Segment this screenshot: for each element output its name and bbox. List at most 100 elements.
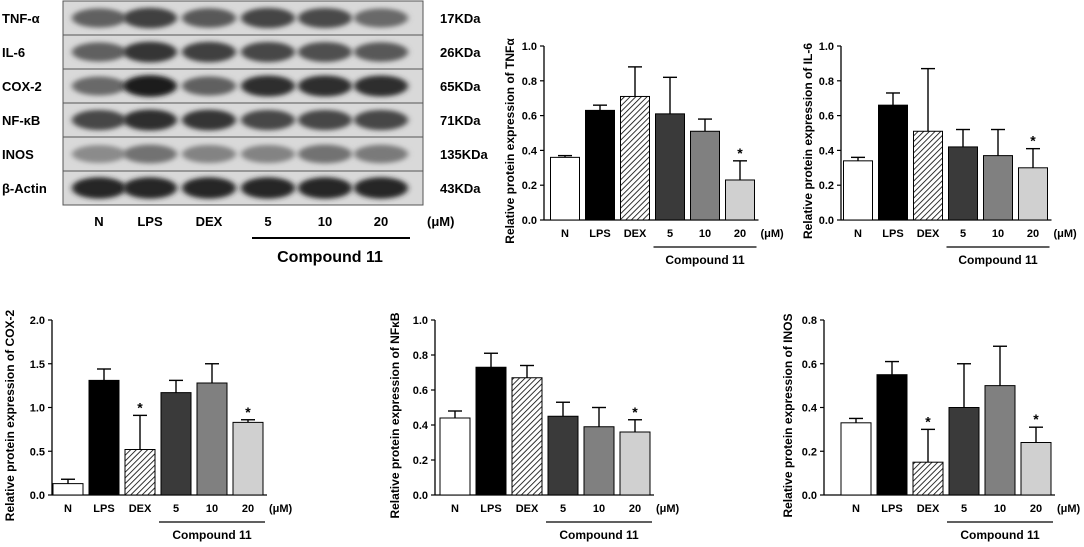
- y-axis-title: Relative protein expression of TNFα: [503, 38, 517, 244]
- chart-nf-kappa-b: 0.0 0.2 0.4 0.6 0.8 1.0 N LPS DEX 5 10 * 20 (μM) Compo…: [385, 280, 685, 547]
- y-tick-label: 0.4: [819, 145, 835, 157]
- y-tick-label: 0.0: [819, 215, 834, 227]
- x-tick-label: DEX: [917, 503, 940, 515]
- blot-protein-label: IL-6: [2, 45, 25, 60]
- blot-band: [298, 144, 352, 164]
- bar-LPS: [475, 366, 507, 496]
- blot-lane-label: N: [94, 214, 103, 229]
- y-tick-label: 0.0: [413, 490, 428, 502]
- blot-band: [72, 177, 126, 199]
- western-blot-panel: TNF-α 17KDa IL-6 26KDa COX-2 65KDa NF-κB 71KDa I…: [2, 0, 488, 266]
- bar-10: [196, 382, 228, 496]
- x-tick-label: 5: [667, 228, 673, 240]
- bar-10: [983, 155, 1013, 221]
- x-tick-label: 10: [699, 228, 711, 240]
- group-label: Compound 11: [559, 528, 639, 542]
- blot-band: [182, 109, 236, 131]
- bar-20: [1020, 442, 1052, 496]
- x-tick-label: N: [64, 503, 72, 515]
- bar-DEX: [913, 130, 943, 221]
- bar-LPS: [876, 374, 908, 496]
- blot-band: [354, 177, 408, 199]
- x-tick-label: 10: [994, 503, 1006, 515]
- blot-band: [241, 144, 295, 164]
- blot-band: [123, 177, 177, 199]
- bar-10: [583, 426, 615, 496]
- y-tick-label: 0.6: [802, 359, 817, 371]
- blot-band: [241, 7, 295, 29]
- y-tick-label: 0.4: [802, 403, 818, 415]
- y-tick-label: 0.2: [413, 455, 428, 467]
- blot-band: [72, 8, 126, 28]
- blot-band: [72, 42, 126, 62]
- blot-lane-label: 20: [374, 214, 388, 229]
- group-label: Compound 11: [960, 528, 1040, 542]
- blot-protein-label: TNF-α: [2, 11, 40, 26]
- x-tick-label: 5: [560, 503, 566, 515]
- x-tick-label: 20: [629, 503, 641, 515]
- blot-band: [182, 8, 236, 28]
- x-tick-label: LPS: [882, 228, 903, 240]
- bar-20: [619, 431, 651, 496]
- unit-label: (μM): [656, 503, 680, 515]
- bar-5: [547, 415, 579, 496]
- x-tick-label: N: [561, 228, 569, 240]
- y-axis-title: Relative protein expression of COX-2: [3, 309, 17, 521]
- y-tick-label: 0.0: [30, 490, 45, 502]
- x-tick-label: 20: [242, 503, 254, 515]
- x-tick-label: DEX: [516, 503, 539, 515]
- y-tick-label: 0.6: [413, 385, 428, 397]
- blot-band: [72, 76, 126, 96]
- blot-band: [354, 144, 408, 164]
- bar-20: [1018, 167, 1048, 221]
- x-tick-label: 10: [593, 503, 605, 515]
- x-tick-label: 5: [960, 228, 966, 240]
- unit-label: (μM): [1057, 503, 1081, 515]
- bar-DEX: [511, 377, 543, 496]
- bar-10: [690, 130, 720, 221]
- bar-5: [948, 146, 978, 221]
- y-tick-label: 1.0: [522, 41, 537, 53]
- x-tick-label: DEX: [624, 228, 647, 240]
- blot-lane-label: 10: [318, 214, 332, 229]
- blot-band: [241, 109, 295, 131]
- chart-il-6: 0.0 0.2 0.4 0.6 0.8 1.0 N LPS DEX 5 10 * 20 (μM) Compo…: [800, 0, 1084, 280]
- bar-N: [550, 156, 580, 221]
- x-tick-label: DEX: [917, 228, 940, 240]
- blot-band: [298, 75, 352, 97]
- blot-size-label: 135KDa: [440, 147, 488, 162]
- bar-5: [160, 392, 192, 496]
- blot-band: [354, 42, 408, 62]
- y-tick-label: 0.5: [30, 446, 45, 458]
- chart-inos: 0.0 0.2 0.4 0.6 0.8 N LPS * DEX 5 10 * 20 (μM) Compoun…: [780, 280, 1084, 547]
- blot-band: [298, 7, 352, 29]
- unit-label: (μM): [1054, 228, 1078, 240]
- group-label: Compound 11: [958, 253, 1038, 267]
- unit-label: (μM): [269, 503, 293, 515]
- y-tick-label: 0.6: [819, 111, 834, 123]
- blot-band: [123, 7, 177, 29]
- x-tick-label: 20: [734, 228, 746, 240]
- blot-band: [182, 41, 236, 63]
- blot-group-label: Compound 11: [277, 249, 383, 266]
- blot-band: [123, 144, 177, 164]
- bar-N: [439, 417, 471, 496]
- significance-marker: *: [632, 404, 638, 420]
- blot-lane-label: LPS: [137, 214, 163, 229]
- blot-band: [241, 41, 295, 63]
- y-tick-label: 0.8: [802, 315, 817, 327]
- bar-LPS: [878, 104, 908, 221]
- blot-size-label: 71KDa: [440, 113, 481, 128]
- chart-tnf-alpha: 0.0 0.2 0.4 0.6 0.8 1.0 N LPS DEX 5 10 * 20 (μM) Compo…: [500, 0, 800, 280]
- blot-lane-label: DEX: [196, 214, 223, 229]
- bar-5: [948, 407, 980, 496]
- y-tick-label: 1.5: [30, 359, 45, 371]
- blot-band: [298, 177, 352, 199]
- blot-band: [123, 41, 177, 63]
- y-tick-label: 0.4: [413, 420, 429, 432]
- y-tick-label: 2.0: [30, 315, 45, 327]
- y-tick-label: 0.0: [522, 215, 537, 227]
- y-tick-label: 0.2: [522, 180, 537, 192]
- x-tick-label: LPS: [93, 503, 114, 515]
- bar-20: [725, 179, 755, 221]
